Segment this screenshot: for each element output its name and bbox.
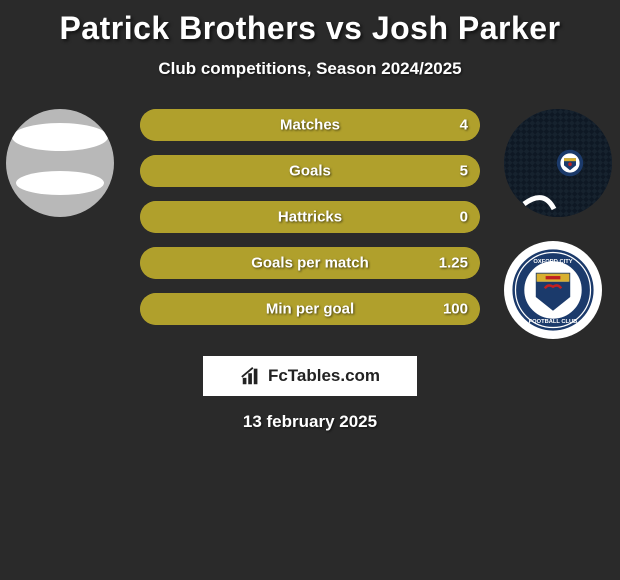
stat-row: Matches 4 — [140, 109, 480, 141]
stat-value-right: 0 — [460, 209, 468, 226]
player-left-photo — [6, 109, 114, 217]
page-title: Patrick Brothers vs Josh Parker — [0, 0, 620, 47]
stat-label: Hattricks — [278, 209, 342, 226]
chart-area: OXFORD CITY FOOTBALL CLUB Matches 4 Goals 5… — [0, 109, 620, 369]
stat-row: Goals per match 1.25 — [140, 247, 480, 279]
comparison-infographic: Patrick Brothers vs Josh Parker Club com… — [0, 0, 620, 580]
player-right-club-badge: OXFORD CITY FOOTBALL CLUB — [504, 241, 602, 339]
stat-value-right: 100 — [443, 301, 468, 318]
stat-bars: Matches 4 Goals 5 Hattricks 0 Goals per match 1… — [140, 109, 480, 339]
branding-badge: FcTables.com — [203, 356, 417, 396]
club-badge-icon: OXFORD CITY FOOTBALL CLUB — [512, 249, 594, 331]
svg-text:FOOTBALL CLUB: FOOTBALL CLUB — [529, 319, 578, 325]
placeholder-shape — [12, 123, 108, 151]
stat-value-right: 5 — [460, 163, 468, 180]
stat-row: Min per goal 100 — [140, 293, 480, 325]
stat-row: Goals 5 — [140, 155, 480, 187]
placeholder-shape — [16, 171, 104, 195]
page-subtitle: Club competitions, Season 2024/2025 — [0, 59, 620, 79]
infographic-date: 13 february 2025 — [0, 412, 620, 432]
jersey-icon — [504, 109, 612, 217]
stat-label: Matches — [280, 117, 340, 134]
stat-row: Hattricks 0 — [140, 201, 480, 233]
stat-value-right: 1.25 — [439, 255, 468, 272]
stat-label: Min per goal — [266, 301, 354, 318]
svg-text:OXFORD CITY: OXFORD CITY — [533, 259, 572, 265]
stat-label: Goals — [289, 163, 331, 180]
player-right-photo — [504, 109, 612, 217]
bar-chart-icon — [240, 365, 262, 387]
stat-value-right: 4 — [460, 117, 468, 134]
stat-label: Goals per match — [251, 255, 369, 272]
branding-text: FcTables.com — [268, 366, 380, 386]
